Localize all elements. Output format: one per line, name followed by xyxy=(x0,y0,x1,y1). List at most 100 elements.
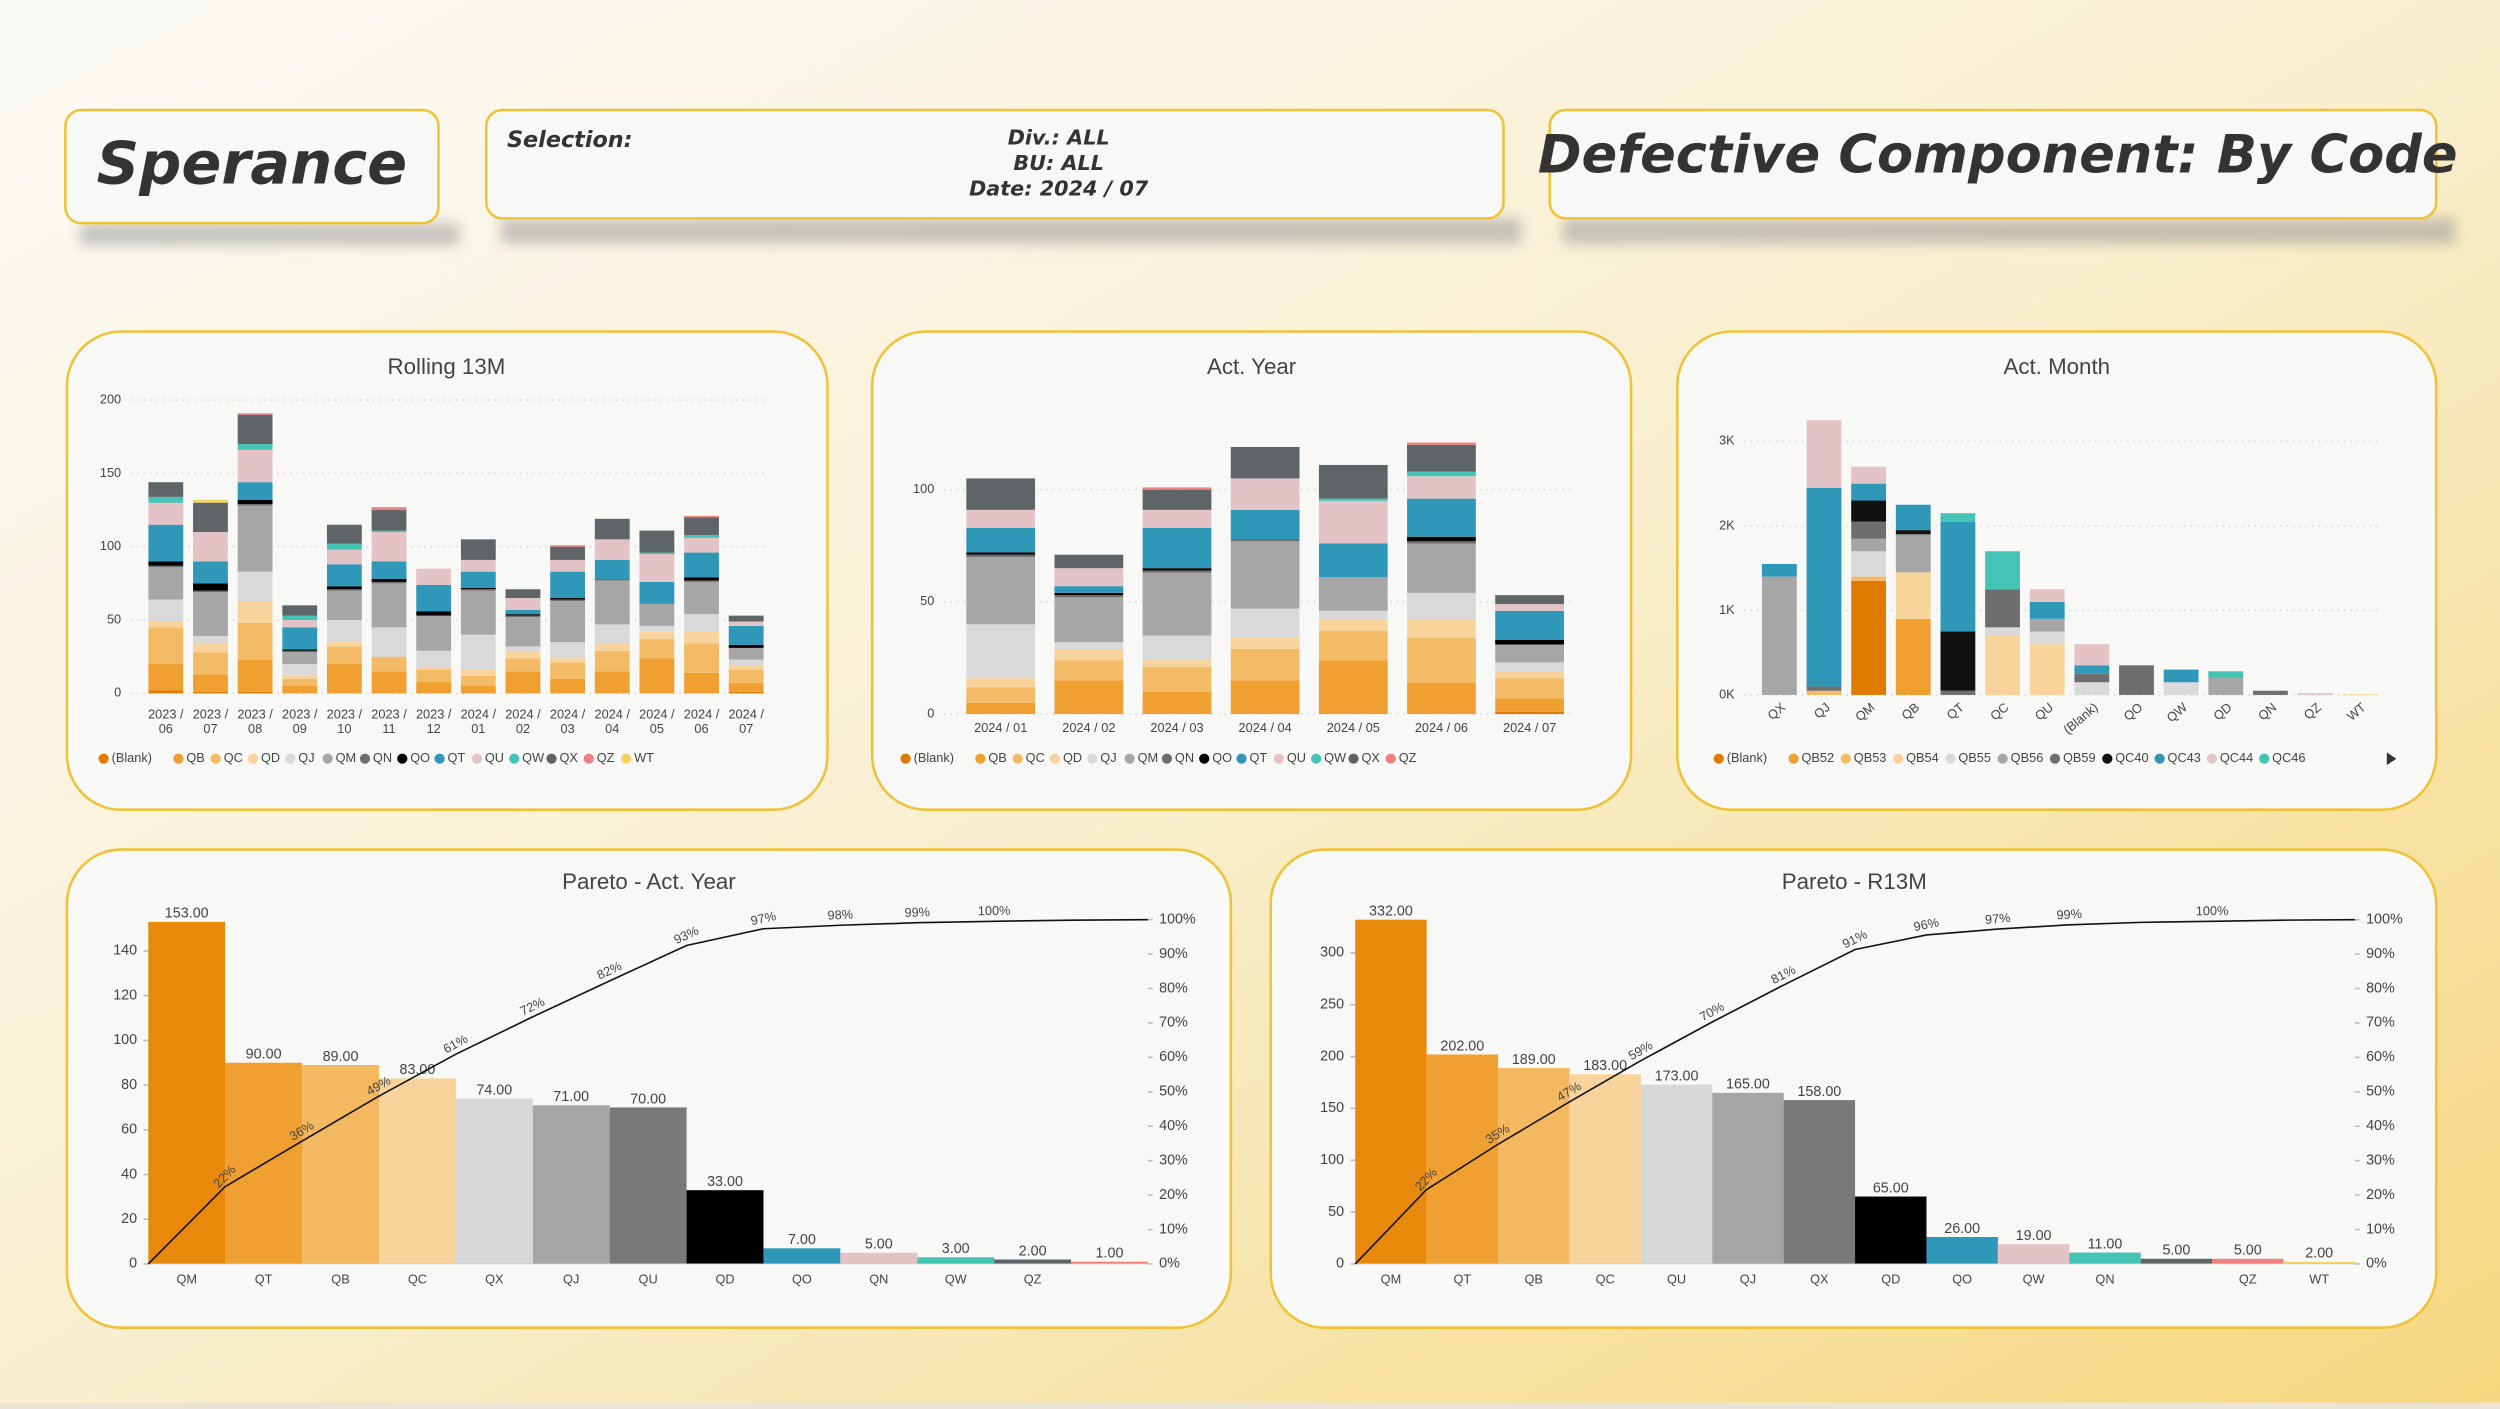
legend-label: WT xyxy=(634,750,654,765)
bar-segment xyxy=(326,549,362,565)
bar-segment xyxy=(193,561,228,584)
bar xyxy=(2140,1258,2213,1264)
x-tick-label: 2024 / 03 xyxy=(1150,720,1203,735)
data-label: 189.00 xyxy=(1512,1052,1556,1068)
bar-segment xyxy=(594,650,630,672)
bar-segment xyxy=(1318,631,1388,661)
x-tick-label: 2024 / 01 xyxy=(974,720,1027,735)
legend-label: QM xyxy=(1138,750,1159,765)
bar-segment xyxy=(639,581,675,604)
bar-segment xyxy=(148,561,184,566)
bar-segment xyxy=(639,603,675,626)
bar-segment xyxy=(237,444,273,450)
bar-segment xyxy=(460,559,496,572)
y2-tick-label: 60% xyxy=(1159,1049,1188,1065)
bar-segment xyxy=(684,631,719,644)
bar-segment xyxy=(1851,551,1887,577)
bar-segment xyxy=(2029,618,2065,632)
legend-marker xyxy=(210,753,221,764)
legend-marker xyxy=(583,753,594,764)
x-tick-label: QT xyxy=(255,1271,273,1286)
bar-segment xyxy=(728,659,764,666)
y2-tick-label: 70% xyxy=(2366,1015,2395,1031)
bar-segment xyxy=(684,517,719,535)
bar-segment xyxy=(505,615,541,618)
bar xyxy=(532,1105,610,1264)
bar xyxy=(686,1190,764,1264)
cumulative-line xyxy=(1426,918,2355,1191)
cumulative-line xyxy=(224,918,1148,1188)
legend-next-arrow[interactable] xyxy=(2386,752,2397,766)
bar-segment xyxy=(1054,597,1124,643)
x-tick-label: QO xyxy=(1952,1271,1972,1286)
bar-segment xyxy=(193,691,228,694)
bar-segment xyxy=(371,583,407,628)
bar-segment xyxy=(1230,680,1300,715)
bar-segment xyxy=(728,647,764,660)
bar-segment xyxy=(550,571,586,599)
bar-segment xyxy=(1054,554,1124,569)
legend-label: QJ xyxy=(298,750,314,765)
x-tick-label: QM xyxy=(176,1271,197,1286)
legend-marker xyxy=(1945,753,1956,764)
legend-label: QN xyxy=(1175,750,1194,765)
bar xyxy=(1071,1261,1148,1264)
x-tick-label: QC xyxy=(1596,1271,1615,1286)
bar-segment xyxy=(237,622,273,660)
bar-segment xyxy=(148,567,184,600)
legend-marker xyxy=(1199,753,1210,764)
bar-segment xyxy=(1985,589,2020,628)
y2-tick-label: 50% xyxy=(1159,1084,1188,1100)
y2-tick-label: 80% xyxy=(2366,980,2395,996)
data-label: 90.00 xyxy=(246,1047,282,1063)
x-tick-label: QD xyxy=(715,1271,734,1286)
x-tick-label: QT xyxy=(1453,1271,1471,1286)
bar-segment xyxy=(1407,619,1476,638)
bar xyxy=(1498,1067,1570,1264)
bar-segment xyxy=(1851,500,1887,522)
bar-segment xyxy=(193,583,228,591)
bar-segment xyxy=(1895,504,1931,531)
bar-segment xyxy=(1985,635,2020,695)
cumulative-label: 98% xyxy=(827,906,853,922)
bar xyxy=(917,1257,995,1264)
bar-segment xyxy=(966,556,1036,625)
bar-segment xyxy=(1895,572,1931,619)
y-tick-label: 0 xyxy=(1336,1256,1344,1272)
y2-tick-label: 0% xyxy=(1159,1256,1180,1272)
y2-tick-label: 40% xyxy=(1159,1118,1188,1134)
y-tick-label: 50 xyxy=(920,593,934,608)
bar-segment xyxy=(2029,644,2065,695)
title-box xyxy=(1548,108,2438,220)
y-tick-label: 60 xyxy=(121,1122,137,1138)
legend-label: QX xyxy=(559,750,578,765)
bar-segment xyxy=(1495,678,1564,699)
legend-marker xyxy=(471,753,482,764)
y2-tick-label: 90% xyxy=(2366,946,2395,962)
bar-segment xyxy=(1142,570,1212,573)
bar-segment xyxy=(684,552,719,578)
bar-segment xyxy=(1318,610,1388,620)
bar-segment xyxy=(594,559,630,579)
legend-marker xyxy=(900,753,911,764)
y-tick-label: 140 xyxy=(113,943,137,959)
legend-label: QB53 xyxy=(1854,750,1887,765)
legend-label: QB xyxy=(186,750,204,765)
bar-segment xyxy=(1407,592,1476,620)
bar-segment xyxy=(1407,444,1476,472)
chart-title: Pareto - Act. Year xyxy=(562,869,736,894)
bar-segment xyxy=(594,580,630,625)
x-tick-label: 2023 /08 xyxy=(237,707,273,736)
y-tick-label: 100 xyxy=(913,481,934,496)
y-tick-label: 200 xyxy=(1320,1048,1344,1064)
bar-segment xyxy=(2074,673,2110,683)
shadow xyxy=(1562,218,2456,244)
bar-segment xyxy=(684,577,719,581)
bar-segment xyxy=(505,650,541,659)
bar-segment xyxy=(2074,665,2110,674)
bar-segment xyxy=(1318,543,1388,578)
bar-segment xyxy=(505,614,541,616)
bar xyxy=(1712,1092,1784,1264)
bar-segment xyxy=(550,545,586,547)
